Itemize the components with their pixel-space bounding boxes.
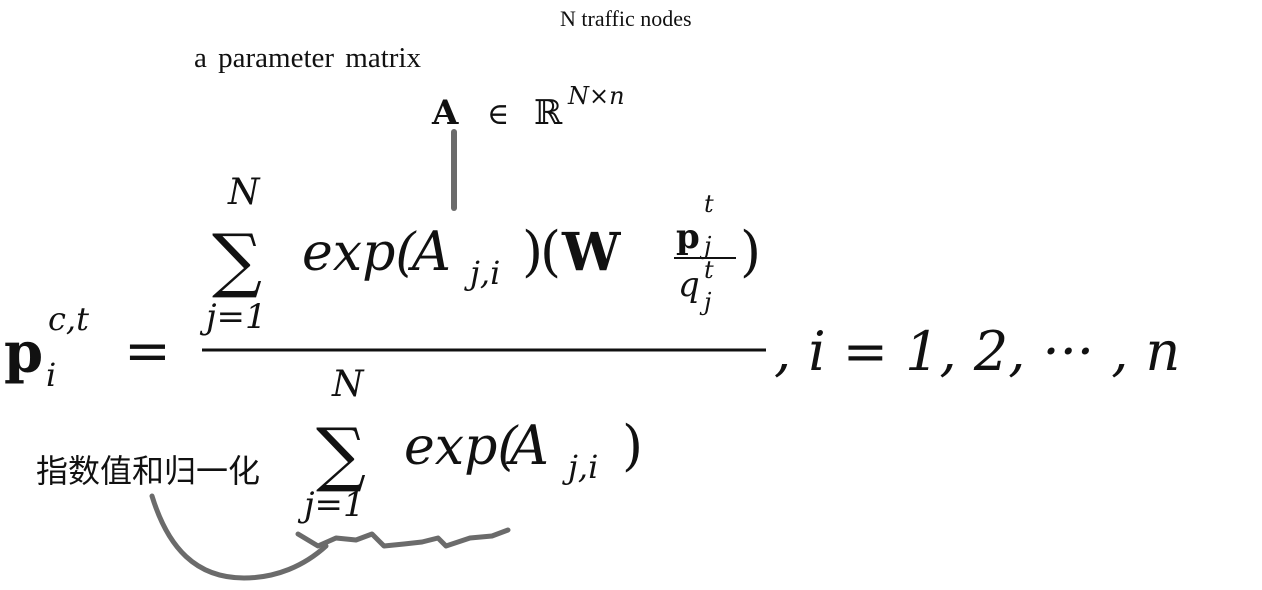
param-A-den: A — [505, 414, 549, 477]
param-A-subscript-den: j,i — [562, 448, 598, 486]
matrix-definition: A ∈ ℝ N×n — [431, 82, 625, 133]
summation-sign: ∑ — [212, 219, 262, 301]
param-A: A — [407, 220, 451, 283]
numerator: N ∑ j=1 exp( A j,i ) ( W p t j q t j ) — [199, 172, 761, 337]
annotation-n-traffic-nodes: N traffic nodes — [560, 6, 692, 31]
frac-numerator-p: p — [676, 217, 700, 257]
matrix-dimension-superscript: N×n — [567, 82, 625, 110]
frac-denominator-sub: j — [699, 288, 712, 316]
sum-lower-limit: j=1 — [199, 297, 267, 337]
handdrawn-underline — [295, 527, 511, 549]
close-paren-1: ) — [522, 220, 543, 283]
param-A-subscript: j,i — [464, 254, 500, 292]
handdrawn-curve — [149, 493, 329, 581]
sum-upper-limit-den: N — [331, 364, 365, 405]
formula-lhs: p i c,t = — [4, 300, 171, 394]
lhs-superscript: c,t — [48, 300, 89, 338]
element-of-symbol: ∈ — [487, 97, 509, 132]
close-paren-2: ) — [740, 220, 761, 283]
frac-denominator-sup: t — [704, 256, 714, 284]
close-paren-den: ) — [622, 414, 643, 477]
annotation-normalization: 指数值和归一化 — [36, 452, 261, 490]
index-range: , i = 1, 2, ··· , n — [774, 320, 1180, 383]
sum-upper-limit: N — [227, 172, 261, 213]
equals-sign: = — [124, 319, 171, 384]
exp-function: exp( — [302, 223, 417, 283]
sum-lower-limit-den: j=1 — [297, 485, 365, 525]
denominator: N ∑ j=1 exp( A j,i ) — [297, 364, 643, 525]
weight-matrix-W: W — [561, 222, 622, 283]
exp-function-den: exp( — [404, 417, 519, 477]
lhs-subscript: i — [46, 356, 56, 394]
matrix-symbol: A — [431, 93, 459, 133]
real-numbers-symbol: ℝ — [534, 93, 563, 133]
frac-denominator-q: q — [678, 265, 700, 305]
open-paren-2: ( — [540, 220, 561, 283]
summation-sign-den: ∑ — [316, 413, 366, 495]
annotation-parameter-matrix: a parameter matrix — [194, 42, 421, 74]
frac-numerator-sup: t — [704, 190, 714, 218]
lhs-symbol: p — [4, 320, 43, 386]
